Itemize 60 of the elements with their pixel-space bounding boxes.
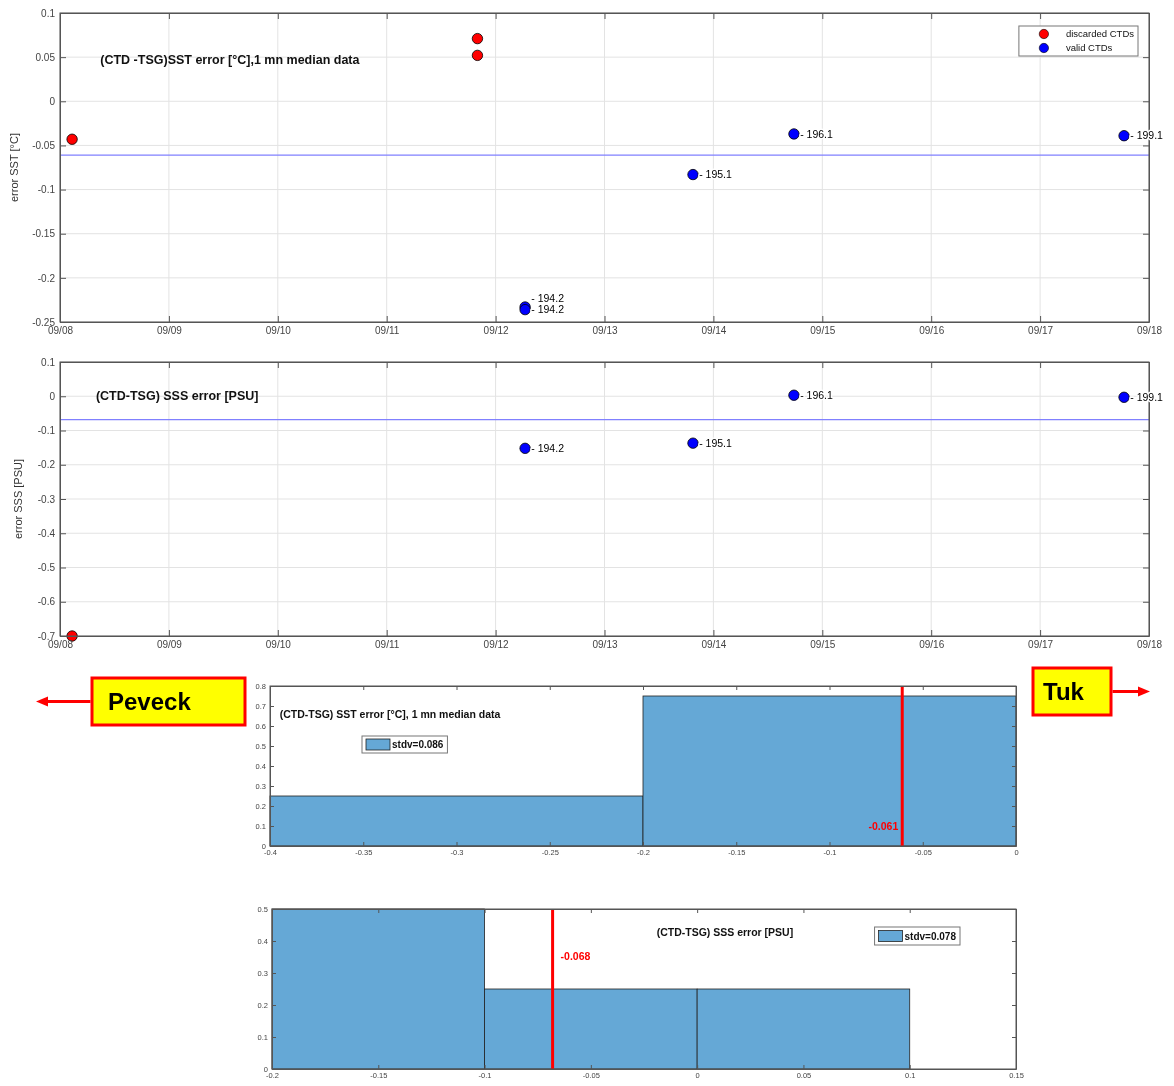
y-tick-label: -0.5 <box>37 562 56 574</box>
x-tick-label: 09/15 <box>810 325 836 337</box>
y-tick-label: -0.2 <box>37 459 56 471</box>
y-tick-label: -0.7 <box>37 630 56 642</box>
x-tick-label: 09/11 <box>375 325 400 337</box>
x-tick-label: 09/17 <box>1028 325 1054 337</box>
x-tick-label: 09/14 <box>701 325 727 337</box>
x-tick-label: 09/16 <box>919 325 945 337</box>
x-tick-label: 09/16 <box>919 639 945 651</box>
y-tick-label: -0.2 <box>37 272 56 284</box>
y-tick-label: 0 <box>49 95 56 107</box>
y-tick-label: -0.05 <box>32 140 56 152</box>
x-tick-label: 09/10 <box>265 325 292 337</box>
x-tick-label: 09/08 <box>47 325 74 337</box>
text: Peveck <box>108 687 192 715</box>
y-axis-title: error SSS [PSU] <box>12 458 24 540</box>
ref-line-label: -0.061 <box>868 820 899 832</box>
x-tick-label: 09/12 <box>483 639 510 651</box>
text: (CTD -TSG)SST error [°C],1 mn median data <box>100 52 361 67</box>
legend-label: discarded CTDs <box>1065 28 1135 40</box>
legend-label: stdv=0.078 <box>904 930 957 942</box>
y-tick-label: -0.4 <box>37 527 56 539</box>
y-axis-title: error SST [°C] <box>8 133 20 202</box>
y-tick-label: -0.25 <box>32 316 56 328</box>
y-tick-label: 0.1 <box>41 7 56 19</box>
annotation: - 196.1 <box>800 127 833 140</box>
x-tick-label: 09/09 <box>156 639 183 651</box>
x-tick-label: 09/17 <box>1028 639 1054 651</box>
legend-label: stdv=0.086 <box>392 739 444 750</box>
y-tick-label: 0.05 <box>35 51 56 63</box>
y-tick-label: -0.1 <box>37 425 56 437</box>
annotation: - 194.2 <box>531 303 565 316</box>
x-tick-label: 09/08 <box>47 639 74 651</box>
text: (CTD-TSG) SSS error [PSU] <box>656 926 794 939</box>
annotation: - 196.1 <box>800 388 833 401</box>
x-tick-label: 09/13 <box>592 639 618 651</box>
x-tick-label: 09/18 <box>1136 325 1163 337</box>
x-tick-label: 09/10 <box>265 639 292 651</box>
x-tick-label: 09/09 <box>156 325 183 337</box>
y-tick-label: -0.1 <box>37 184 56 196</box>
text: Tuk <box>1043 677 1085 705</box>
text: (CTD-TSG) SST error [°C], 1 mn median data <box>279 708 501 720</box>
annotation: - 195.1 <box>699 168 733 181</box>
legend-label: valid CTDs <box>1065 42 1113 54</box>
ref-line-label: -0.068 <box>560 950 591 963</box>
x-tick-label: 09/18 <box>1136 639 1163 651</box>
y-tick-label: -0.3 <box>37 493 56 505</box>
text: (CTD-TSG) SSS error [PSU] <box>95 389 259 404</box>
y-tick-label: -0.6 <box>37 596 56 608</box>
x-tick-label: 09/12 <box>483 325 510 337</box>
x-tick-label: 09/11 <box>375 639 400 651</box>
y-tick-label: 0.1 <box>41 356 56 368</box>
y-tick-label: 0 <box>49 390 56 402</box>
x-tick-label: 09/13 <box>592 325 618 337</box>
x-tick-label: 09/15 <box>810 639 836 651</box>
annotation: - 195.1 <box>699 436 733 449</box>
annotation: - 194.2 <box>531 291 565 304</box>
x-tick-label: 09/14 <box>701 639 727 651</box>
annotation: - 194.2 <box>531 441 565 454</box>
y-tick-label: -0.15 <box>32 228 56 240</box>
